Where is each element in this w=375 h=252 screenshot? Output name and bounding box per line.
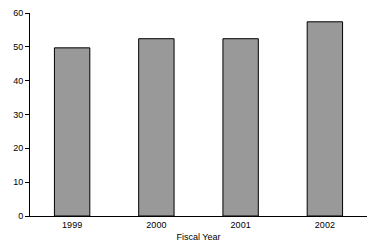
svg-text:60: 60 xyxy=(13,8,23,18)
svg-text:Fiscal Year: Fiscal Year xyxy=(176,232,220,242)
svg-text:0: 0 xyxy=(18,211,23,221)
svg-text:50: 50 xyxy=(13,42,23,52)
svg-text:1999: 1999 xyxy=(62,220,82,230)
svg-text:2002: 2002 xyxy=(315,220,335,230)
svg-text:2001: 2001 xyxy=(231,220,251,230)
svg-text:2000: 2000 xyxy=(146,220,166,230)
svg-text:30: 30 xyxy=(13,110,23,120)
svg-text:10: 10 xyxy=(13,177,23,187)
svg-text:20: 20 xyxy=(13,143,23,153)
svg-text:40: 40 xyxy=(13,76,23,86)
